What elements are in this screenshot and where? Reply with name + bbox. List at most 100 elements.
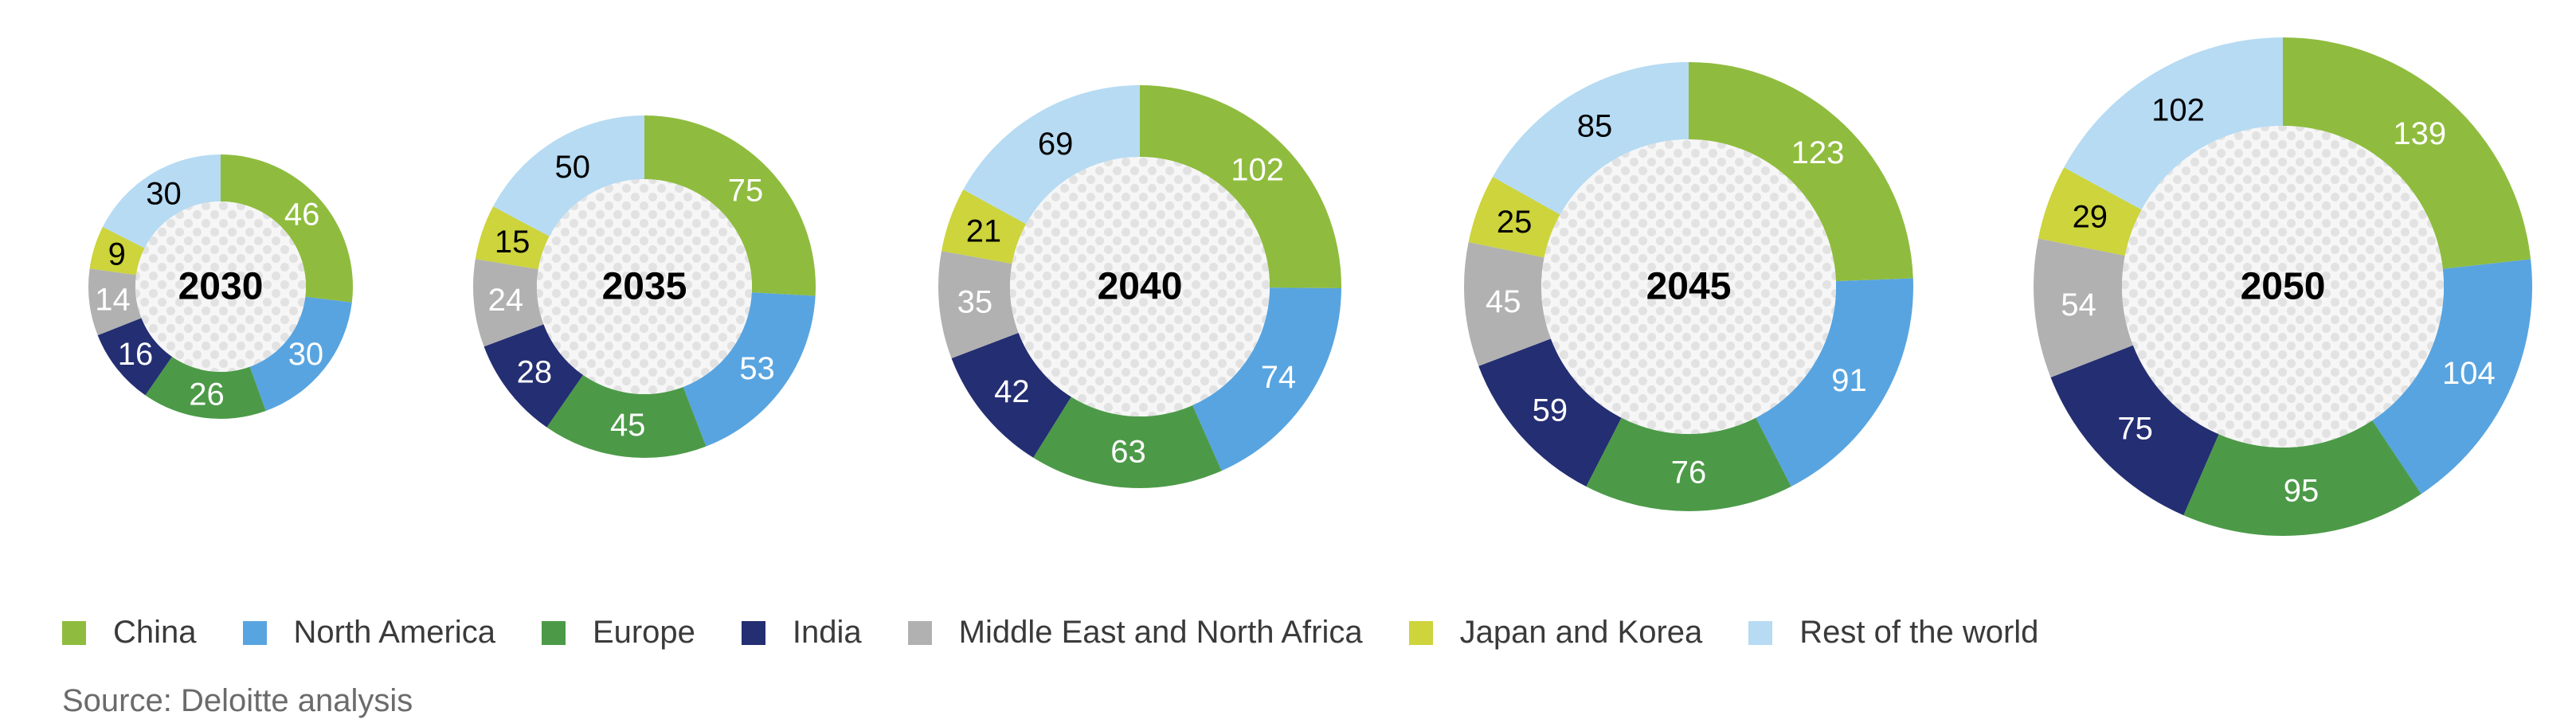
slice-2050-india — [2050, 345, 2219, 516]
legend-swatch-japan-and-korea — [1408, 620, 1433, 645]
year-label-2040: 2040 — [1098, 266, 1183, 308]
slice-2035-rest-of-the-world — [493, 115, 644, 236]
label-2050-japan-and-korea: 29 — [2073, 199, 2108, 234]
donut-2045: 123 91 76 59 45 25 85 2045 — [1464, 62, 1913, 511]
legend-label-india: India — [792, 615, 862, 650]
legend-label-north-america: North America — [293, 615, 495, 650]
label-2040-japan-and-korea: 21 — [966, 214, 1002, 249]
legend-item-rest-of-the-world: Rest of the world — [1748, 615, 2038, 651]
donut-2050: 139 104 95 75 54 29 102 2050 — [2034, 37, 2532, 537]
legend-label-china: China — [113, 615, 197, 650]
year-label-2050: 2050 — [2241, 266, 2326, 308]
label-2050-middle-east-and-north-africa: 54 — [2061, 287, 2096, 322]
slice-2045-europe — [1586, 417, 1791, 511]
slice-2030-north-america — [249, 296, 352, 411]
slice-2045-north-america — [1756, 278, 1913, 487]
label-2040-india: 42 — [994, 374, 1030, 409]
slice-2040-middle-east-and-north-africa — [938, 251, 1019, 358]
legend-label-japan-and-korea: Japan and Korea — [1459, 615, 1703, 650]
label-2045-middle-east-and-north-africa: 45 — [1486, 284, 1521, 319]
donut-hole-2050 — [2122, 126, 2444, 448]
legend-item-japan-and-korea: Japan and Korea — [1408, 615, 1703, 651]
legend: China North America Europe India Middle East… — [62, 615, 2085, 651]
legend-swatch-europe — [541, 620, 566, 645]
slice-2030-japan-and-korea — [89, 227, 145, 276]
slice-2035-north-america — [683, 292, 816, 447]
slice-2035-india — [483, 324, 584, 428]
slice-2035-china — [644, 115, 816, 296]
slice-2045-japan-and-korea — [1468, 177, 1560, 258]
slice-2050-japan-and-korea — [2038, 167, 2142, 256]
label-2050-north-america: 104 — [2442, 356, 2496, 391]
label-2045-china: 123 — [1791, 135, 1845, 170]
year-label-2045: 2045 — [1646, 266, 1732, 308]
label-2030-middle-east-and-north-africa: 14 — [95, 282, 131, 317]
slice-2040-japan-and-korea — [941, 190, 1027, 264]
label-2045-north-america: 91 — [1831, 363, 1867, 398]
slice-2035-europe — [546, 374, 707, 458]
donut-hole-2045 — [1541, 139, 1836, 434]
label-2035-north-america: 53 — [739, 351, 775, 386]
source-note: Source: Deloitte analysis — [62, 683, 413, 718]
legend-swatch-china — [62, 620, 86, 645]
slice-2040-rest-of-the-world — [963, 85, 1140, 225]
label-2040-europe: 63 — [1110, 434, 1146, 469]
label-2040-middle-east-and-north-africa: 35 — [957, 284, 993, 319]
slice-2030-europe — [145, 356, 266, 419]
slice-2045-india — [1478, 338, 1622, 487]
legend-item-middle-east-and-north-africa: Middle East and North Africa — [907, 615, 1363, 651]
label-2035-china: 75 — [728, 174, 764, 209]
label-2050-rest-of-the-world: 102 — [2151, 93, 2205, 128]
year-label-2030: 2030 — [178, 266, 264, 308]
donut-2040: 102 74 63 42 35 21 69 2040 — [938, 85, 1341, 489]
legend-swatch-north-america — [242, 620, 267, 645]
slice-2040-north-america — [1192, 287, 1341, 471]
slice-2030-rest-of-the-world — [102, 154, 221, 248]
slice-2050-middle-east-and-north-africa — [2034, 238, 2133, 378]
slice-2040-china — [1140, 85, 1341, 288]
label-2030-rest-of-the-world: 30 — [146, 177, 182, 212]
slice-2030-china — [221, 154, 353, 303]
slice-2045-middle-east-and-north-africa — [1464, 242, 1551, 366]
label-2035-rest-of-the-world: 50 — [555, 150, 591, 185]
slice-2040-europe — [1033, 397, 1222, 489]
slice-2050-north-america — [2372, 259, 2532, 494]
slice-2030-middle-east-and-north-africa — [88, 268, 142, 336]
label-2050-china: 139 — [2393, 116, 2446, 151]
slice-2040-india — [951, 332, 1071, 458]
year-label-2035: 2035 — [602, 266, 687, 308]
slice-2045-china — [1689, 62, 1913, 282]
donut-2030: 46 30 26 16 14 9 30 2030 — [88, 154, 353, 419]
label-2045-india: 59 — [1533, 393, 1568, 428]
label-2050-europe: 95 — [2284, 473, 2320, 508]
label-2040-rest-of-the-world: 69 — [1038, 127, 1074, 162]
label-2045-japan-and-korea: 25 — [1497, 205, 1533, 240]
donut-2035: 75 53 45 28 24 15 50 2035 — [473, 115, 816, 458]
legend-swatch-middle-east-and-north-africa — [907, 620, 932, 645]
label-2045-europe: 76 — [1671, 455, 1707, 491]
label-2030-japan-and-korea: 9 — [108, 236, 126, 272]
label-2040-north-america: 74 — [1261, 360, 1297, 395]
slice-2045-rest-of-the-world — [1493, 62, 1689, 215]
slice-2050-europe — [2183, 420, 2421, 537]
slice-2050-rest-of-the-world — [2064, 37, 2283, 210]
legend-item-china: China — [62, 615, 197, 651]
donut-hole-2030 — [135, 201, 306, 372]
legend-label-rest-of-the-world: Rest of the world — [1799, 615, 2039, 650]
legend-label-europe: Europe — [592, 615, 695, 650]
label-2030-china: 46 — [284, 197, 320, 232]
legend-label-middle-east-and-north-africa: Middle East and North Africa — [958, 615, 1363, 650]
slice-2035-middle-east-and-north-africa — [473, 259, 544, 347]
label-2030-europe: 26 — [189, 377, 225, 412]
legend-item-india: India — [741, 615, 862, 651]
label-2035-middle-east-and-north-africa: 24 — [488, 283, 524, 318]
label-2030-north-america: 30 — [288, 337, 324, 372]
legend-swatch-india — [741, 620, 765, 645]
slice-2050-china — [2283, 37, 2531, 269]
label-2040-china: 102 — [1231, 152, 1284, 187]
label-2045-rest-of-the-world: 85 — [1577, 109, 1613, 144]
legend-item-north-america: North America — [242, 615, 495, 651]
label-2050-india: 75 — [2117, 412, 2153, 447]
donut-hole-2035 — [537, 179, 752, 394]
